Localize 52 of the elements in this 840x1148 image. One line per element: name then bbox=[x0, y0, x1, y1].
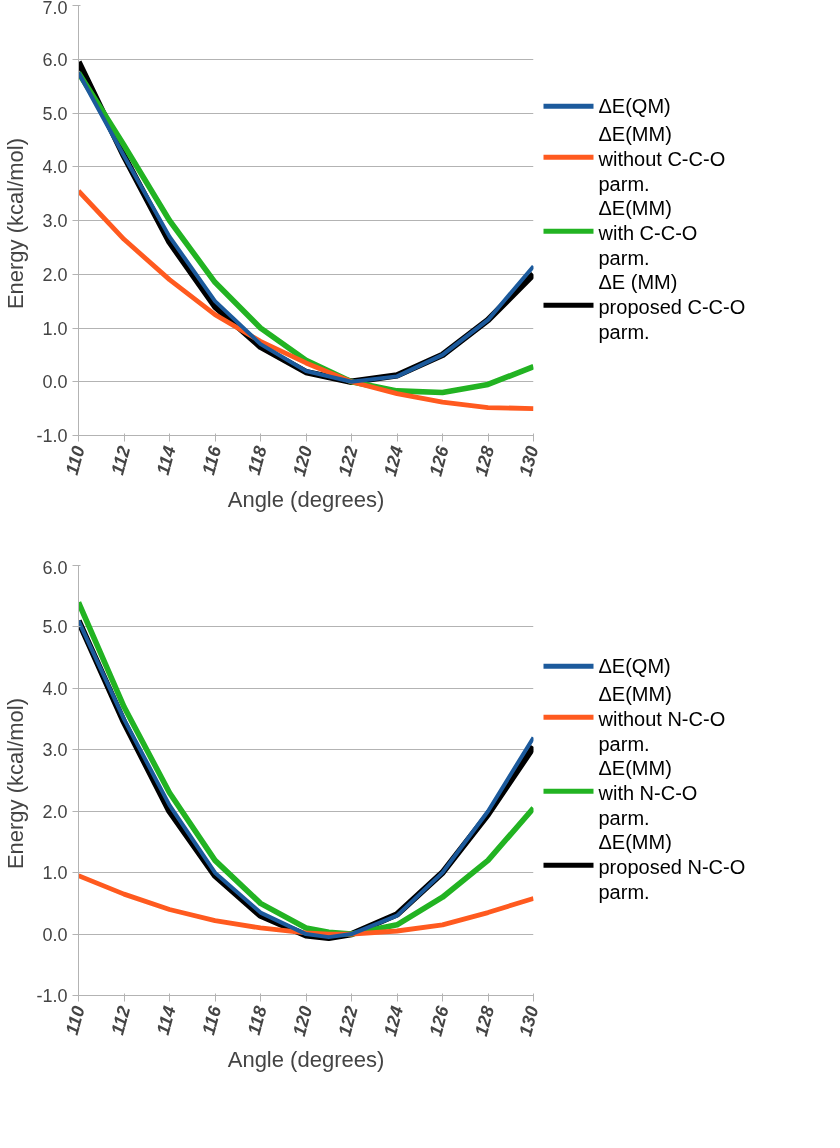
x-tick-label: 118 bbox=[243, 1004, 271, 1037]
x-tick-label: 116 bbox=[198, 1003, 226, 1037]
legend-label: ΔE(QM) bbox=[598, 94, 671, 117]
legend-label: ΔE(MM) with C-C-O parm. bbox=[597, 196, 698, 270]
x-tick-label: 122 bbox=[334, 1004, 362, 1039]
y-tick-label: 2.0 bbox=[42, 801, 68, 822]
y-axis-title: Energy (kcal/mol) bbox=[3, 137, 29, 310]
x-tick-label: 122 bbox=[334, 444, 362, 479]
x-tick-label: 112 bbox=[107, 1004, 135, 1037]
x-tick-label: 130 bbox=[515, 1004, 543, 1039]
x-axis-title: Angle (degrees) bbox=[227, 486, 385, 512]
y-tick-label: 2.0 bbox=[42, 264, 68, 285]
y-tick-label: -1.0 bbox=[36, 426, 68, 446]
y-tick-label: 1.0 bbox=[42, 318, 68, 339]
y-tick-label: 5.0 bbox=[42, 103, 68, 124]
y-tick-label: 0.0 bbox=[42, 924, 68, 945]
x-tick-label: 112 bbox=[107, 444, 135, 477]
y-tick-label: 6.0 bbox=[42, 49, 68, 70]
y-axis-title: Energy (kcal/mol) bbox=[3, 697, 29, 870]
x-axis-title: Angle (degrees) bbox=[227, 1046, 385, 1072]
x-tick-label: 118 bbox=[243, 444, 271, 477]
y-tick-label: 7.0 bbox=[42, 0, 68, 18]
x-tick-label: 120 bbox=[289, 1004, 317, 1039]
x-tick-label: 114 bbox=[152, 1004, 180, 1037]
x-tick-label: 126 bbox=[425, 443, 453, 479]
legend-label: ΔE(MM) proposed N-C-O parm. bbox=[598, 830, 746, 904]
y-tick-label: -1.0 bbox=[36, 986, 68, 1006]
y-tick-label: 5.0 bbox=[42, 617, 68, 638]
x-tick-label: 114 bbox=[152, 444, 180, 477]
x-tick-label: 128 bbox=[471, 1004, 499, 1039]
y-tick-label: 3.0 bbox=[42, 740, 68, 761]
x-tick-label: 116 bbox=[198, 443, 226, 477]
y-tick-label: 6.0 bbox=[42, 557, 68, 578]
x-tick-label: 110 bbox=[61, 444, 89, 477]
y-tick-label: 0.0 bbox=[42, 372, 68, 393]
y-tick-label: 1.0 bbox=[42, 863, 68, 884]
y-tick-label: 4.0 bbox=[42, 157, 68, 178]
x-tick-label: 128 bbox=[471, 444, 499, 479]
legend-label: ΔE(MM) without C-C-O parm. bbox=[597, 122, 726, 196]
x-tick-label: 124 bbox=[380, 1004, 408, 1039]
x-tick-label: 110 bbox=[61, 1004, 89, 1037]
x-tick-label: 120 bbox=[289, 444, 317, 479]
legend-label: ΔE (MM) proposed C-C-O parm. bbox=[598, 270, 746, 344]
legend-label: ΔE(MM) with N-C-O parm. bbox=[597, 756, 698, 830]
legend-label: ΔE(QM) bbox=[598, 654, 671, 677]
x-tick-label: 130 bbox=[515, 444, 543, 479]
x-tick-label: 124 bbox=[380, 444, 408, 479]
y-tick-label: 3.0 bbox=[42, 211, 68, 231]
line-series bbox=[78, 188, 534, 412]
legend-label: ΔE(MM) without N-C-O parm. bbox=[597, 682, 726, 756]
x-tick-label: 126 bbox=[425, 1003, 453, 1039]
y-tick-label: 4.0 bbox=[42, 678, 68, 699]
